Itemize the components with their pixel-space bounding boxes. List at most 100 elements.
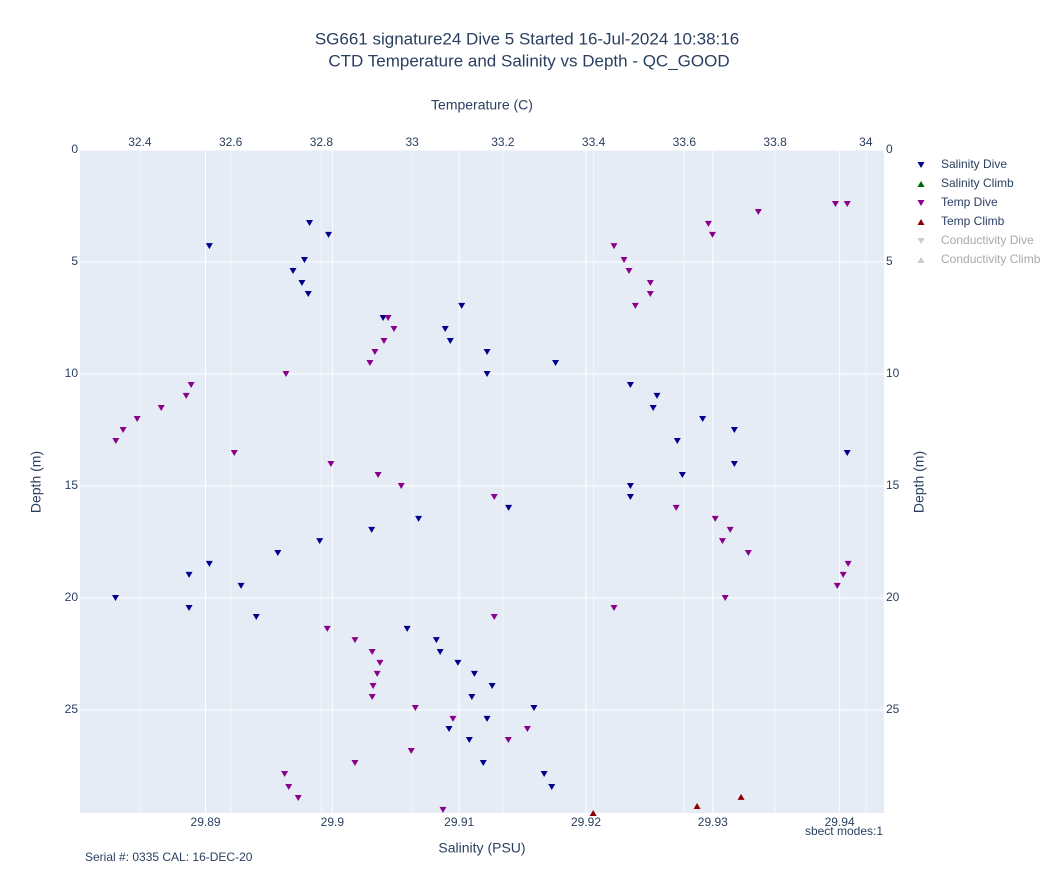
- point: [839, 571, 847, 578]
- point: [436, 648, 444, 655]
- x2-tick-label: 34: [859, 135, 873, 149]
- annotation: Serial #: 0335 CAL: 16-DEC-20: [85, 850, 253, 864]
- legend-marker: [917, 257, 925, 263]
- point: [626, 381, 634, 388]
- y-axis-label: Depth (m): [28, 451, 44, 513]
- legend-marker: [917, 200, 925, 206]
- legend-label: Temp Dive: [941, 195, 998, 209]
- point: [708, 231, 716, 238]
- point: [483, 370, 491, 377]
- point: [704, 220, 712, 227]
- point: [316, 538, 324, 545]
- point: [390, 325, 398, 332]
- point: [844, 560, 852, 567]
- point: [631, 302, 639, 309]
- plot-area: [80, 150, 884, 813]
- point: [298, 280, 306, 287]
- point: [693, 803, 701, 810]
- legend-marker: [917, 181, 925, 187]
- y-tick-label: 15: [65, 478, 79, 492]
- point: [730, 461, 738, 468]
- x2-tick-label: 33.4: [582, 135, 606, 149]
- point: [530, 704, 538, 711]
- point: [673, 437, 681, 444]
- x-tick-label: 29.91: [444, 815, 474, 829]
- point: [833, 582, 841, 589]
- point: [182, 392, 190, 399]
- point: [458, 302, 466, 309]
- legend-label: Temp Climb: [941, 214, 1005, 228]
- x2-tick-label: 33.8: [763, 135, 787, 149]
- point: [726, 526, 734, 533]
- point: [843, 200, 851, 207]
- point: [744, 549, 752, 556]
- y-tick-label: 5: [71, 254, 78, 268]
- point: [653, 392, 661, 399]
- point: [407, 747, 415, 754]
- legend-marker: [917, 162, 925, 168]
- point: [610, 605, 618, 612]
- x2-axis-label: Temperature (C): [431, 97, 533, 113]
- x-tick-label: 29.9: [321, 815, 345, 829]
- point: [449, 715, 457, 722]
- point: [432, 637, 440, 644]
- point: [831, 200, 839, 207]
- point: [306, 220, 314, 227]
- point: [468, 693, 476, 700]
- annotation: sbect modes:1: [805, 824, 883, 838]
- point: [620, 256, 628, 263]
- point: [282, 370, 290, 377]
- point: [843, 450, 851, 457]
- point: [294, 794, 302, 801]
- legend-marker: [917, 238, 925, 244]
- point: [376, 659, 384, 666]
- point: [300, 256, 308, 263]
- x2-tick-label: 33.2: [491, 135, 515, 149]
- point: [737, 793, 745, 800]
- point: [446, 338, 454, 345]
- point: [465, 736, 473, 743]
- point: [610, 243, 618, 250]
- x2-tick-label: 33.6: [673, 135, 697, 149]
- point: [369, 682, 377, 689]
- point: [479, 760, 487, 767]
- point: [589, 810, 597, 816]
- point: [237, 582, 245, 589]
- point: [678, 472, 686, 479]
- x-tick-label: 29.92: [571, 815, 601, 829]
- point: [523, 726, 531, 733]
- y2-tick-label: 0: [886, 142, 893, 156]
- legend-marker: [917, 219, 925, 225]
- y2-tick-label: 20: [886, 590, 900, 604]
- y2-axis-label: Depth (m): [911, 451, 927, 513]
- point: [157, 405, 165, 412]
- y-tick-label: 0: [71, 142, 78, 156]
- point: [384, 314, 392, 321]
- point: [325, 231, 333, 238]
- point: [445, 726, 453, 733]
- point: [488, 682, 496, 689]
- x2-tick-label: 33: [405, 135, 419, 149]
- point: [718, 538, 726, 545]
- point: [403, 625, 411, 632]
- point: [721, 594, 729, 601]
- legend-label: Salinity Climb: [941, 176, 1014, 190]
- point: [368, 693, 376, 700]
- point: [380, 338, 388, 345]
- point: [351, 637, 359, 644]
- point: [366, 360, 374, 367]
- point: [205, 243, 213, 250]
- x-tick-label: 29.89: [191, 815, 221, 829]
- point: [323, 625, 331, 632]
- point: [441, 325, 449, 332]
- point: [483, 715, 491, 722]
- point: [490, 493, 498, 500]
- x2-tick-label: 32.4: [128, 135, 152, 149]
- point: [470, 670, 478, 677]
- x-tick-label: 29.94: [825, 815, 855, 829]
- x-axis-label: Salinity (PSU): [438, 840, 525, 856]
- point: [368, 526, 376, 533]
- point: [626, 482, 634, 489]
- point: [411, 704, 419, 711]
- point: [374, 472, 382, 479]
